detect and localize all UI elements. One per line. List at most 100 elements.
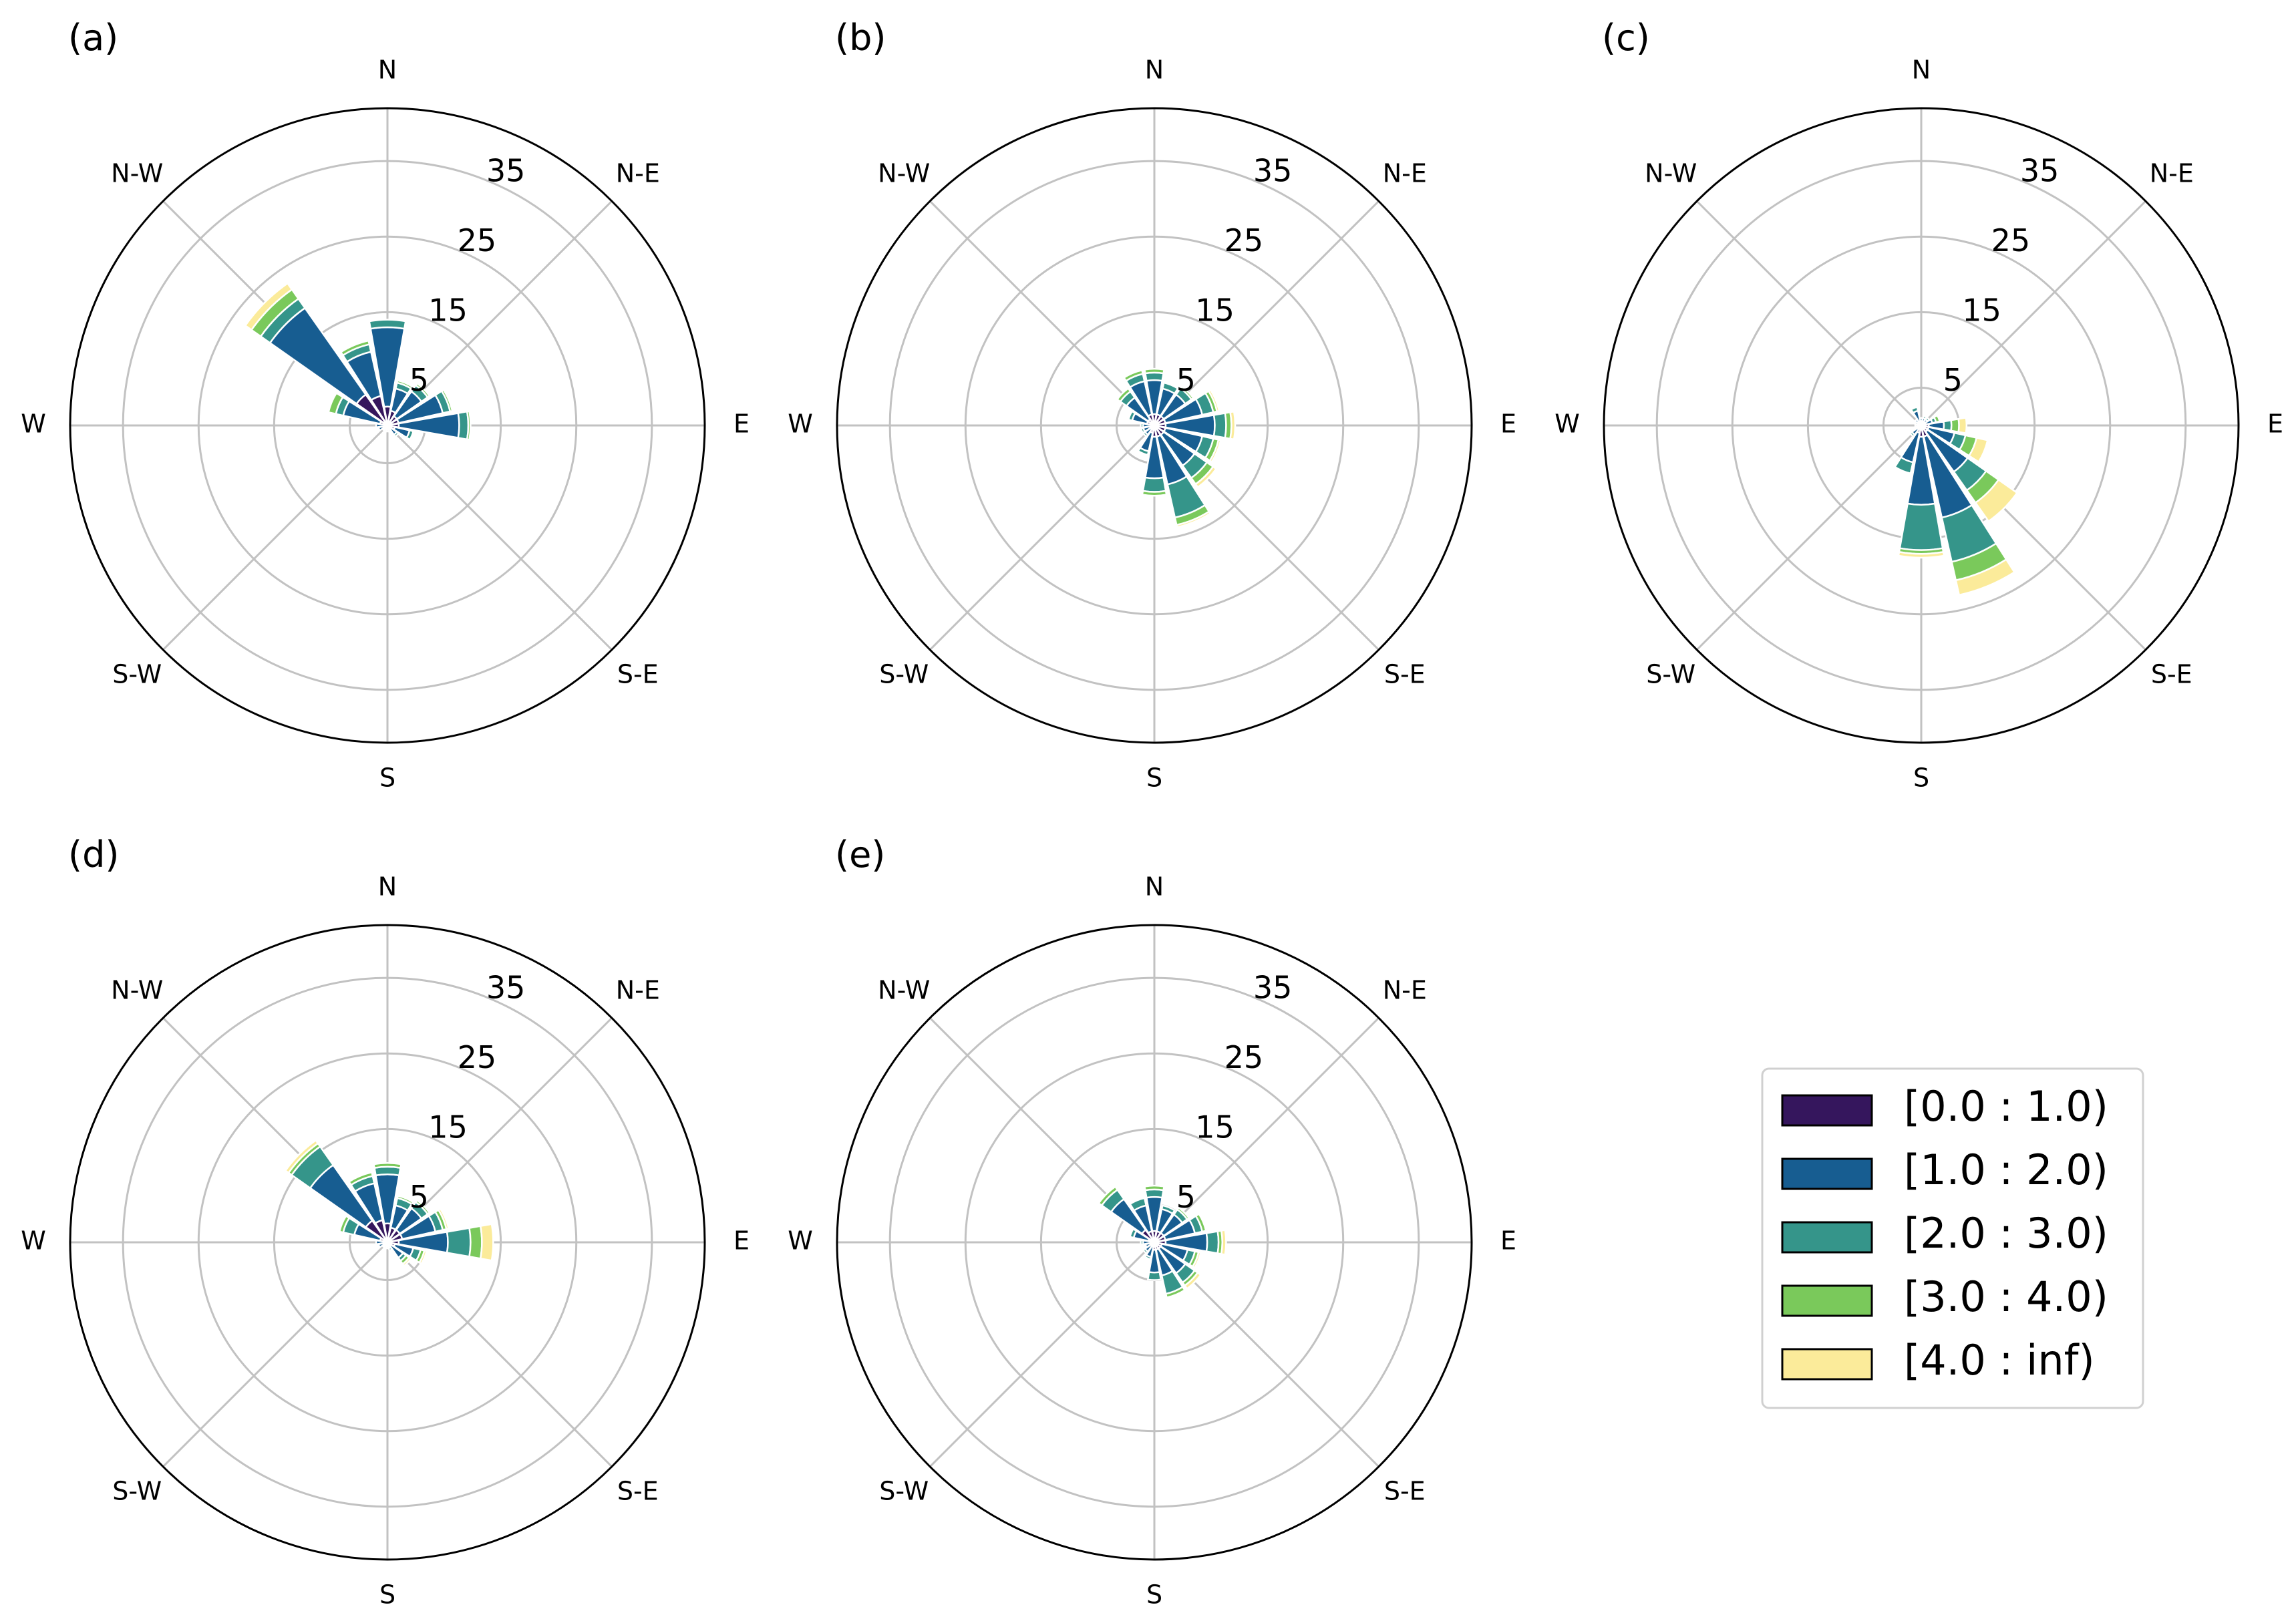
direction-label-e: E — [1500, 1226, 1516, 1256]
direction-label-w: W — [1554, 409, 1580, 439]
legend-frame — [1761, 1067, 2144, 1409]
radial-tick-label: 15 — [1962, 292, 2001, 328]
direction-label-n: N — [1145, 55, 1164, 85]
windrose-bar-segment — [1207, 388, 1220, 413]
legend-label: [1.0 : 2.0) — [1904, 1145, 2108, 1194]
grid-spoke — [386, 1241, 613, 1467]
grid-spoke — [162, 1241, 389, 1467]
windrose-bar-segment — [405, 429, 415, 441]
radial-tick-label: 25 — [458, 222, 497, 258]
outer-circle — [836, 924, 1473, 1561]
windrose-bar-segment — [1950, 417, 1960, 433]
windrose-bar-segment — [1175, 510, 1212, 528]
windrose-bar-segment — [1176, 1206, 1190, 1221]
windrose-panel: (a) 5 15 25 35 N N-E E S-E S S-W W N-W — [21, 17, 750, 793]
windrose-bar-segment — [1129, 1228, 1138, 1239]
grid-spoke — [386, 424, 613, 651]
grid-spoke — [386, 200, 613, 427]
windrose-bar-segment — [1161, 381, 1179, 395]
windrose-bar-segment — [347, 1171, 374, 1186]
radial-tick-label: 5 — [1176, 362, 1196, 398]
radial-tick-label: 5 — [1176, 1179, 1196, 1215]
radial-tick-label: 5 — [409, 362, 429, 398]
outer-circle — [69, 107, 706, 744]
grid-spoke — [1153, 1017, 1379, 1244]
radial-tick-label: 35 — [1253, 152, 1293, 188]
direction-label-n: N — [1145, 872, 1164, 902]
direction-label-w: W — [21, 1226, 46, 1256]
windrose-bar-segment — [1909, 431, 1916, 438]
windrose-bar-segment — [1955, 558, 2016, 596]
outer-circle — [1603, 107, 2240, 744]
direction-label-ne: N-E — [1383, 976, 1427, 1005]
direction-label-n: N — [1912, 55, 1931, 85]
grid-spoke — [929, 424, 1156, 651]
panel-label: (e) — [835, 834, 885, 876]
radial-tick-label: 25 — [1991, 222, 2031, 258]
direction-label-s: S — [379, 763, 395, 793]
legend: [0.0 : 1.0) [1.0 : 2.0) [2.0 : 3.0) [3.0 : … — [1761, 1067, 2144, 1409]
grid-spoke — [1920, 200, 2146, 427]
panel-label: (d) — [68, 834, 119, 876]
legend-label: [3.0 : 4.0) — [1904, 1272, 2108, 1321]
windrose-bar-segment — [466, 410, 472, 441]
direction-label-e: E — [733, 1226, 750, 1256]
windrose-bar-segment — [1146, 1271, 1162, 1281]
radial-tick-label: 35 — [486, 152, 526, 188]
windrose-bar-segment — [437, 1207, 450, 1230]
radial-tick-label: 5 — [409, 1179, 429, 1215]
direction-label-nw: N-W — [878, 159, 930, 188]
radial-tick-label: 25 — [458, 1039, 497, 1075]
direction-label-ne: N-E — [616, 159, 660, 188]
windrose-bar-segment — [393, 431, 400, 438]
legend-swatch — [1781, 1094, 1873, 1127]
windrose-bar-segment — [1143, 367, 1166, 375]
windrose-bar-segment — [1229, 410, 1237, 441]
direction-label-w: W — [788, 409, 813, 439]
legend-swatch — [1781, 1348, 1873, 1381]
panel-label: (b) — [835, 17, 886, 59]
windrose-bar-segment — [1116, 387, 1132, 403]
direction-label-w: W — [21, 409, 46, 439]
direction-label-sw: S-W — [879, 659, 929, 689]
windrose-bar-segment — [468, 1225, 483, 1260]
windrose-bar-segment — [395, 379, 414, 390]
direction-label-nw: N-W — [878, 976, 930, 1005]
windrose-bar-segment — [1160, 1204, 1176, 1215]
direction-label-ne: N-E — [616, 976, 660, 1005]
direction-label-e: E — [2267, 409, 2283, 439]
outer-circle — [836, 107, 1473, 744]
radial-tick-label: 35 — [2020, 152, 2060, 188]
windrose-bar-segment — [414, 1199, 431, 1216]
windrose-bar-segment — [440, 388, 454, 413]
windrose-bar-segment — [1137, 446, 1150, 456]
direction-label-sw: S-W — [112, 659, 162, 689]
direction-label-s: S — [1913, 763, 1929, 793]
radial-tick-label: 25 — [1224, 222, 1264, 258]
windrose-bar-segment — [401, 1256, 412, 1267]
windrose-bar-segment — [1141, 490, 1168, 497]
windrose-bar-segment — [1967, 437, 1989, 464]
grid-spoke — [1696, 200, 1923, 427]
grid-spoke — [1696, 424, 1923, 651]
direction-label-se: S-E — [617, 1476, 659, 1505]
windrose-bar-segment — [457, 410, 470, 441]
direction-label-e: E — [1500, 409, 1516, 439]
windrose-bar-segment — [1164, 1286, 1186, 1299]
windrose-bar-segment — [1974, 478, 2019, 523]
windrose-bar-segment — [327, 391, 344, 415]
direction-label-n: N — [378, 55, 397, 85]
radial-tick-label: 35 — [486, 969, 526, 1005]
panel-label: (a) — [68, 17, 118, 59]
direction-label-nw: N-W — [111, 976, 163, 1005]
windrose-bar-segment — [414, 382, 431, 399]
windrose-bar-segment — [1910, 405, 1919, 414]
windrose-bar-segment — [1127, 410, 1137, 422]
windrose-bar-segment — [1899, 502, 1944, 551]
windrose-bar-segment — [1942, 419, 1953, 432]
windrose-bar-segment — [1142, 1248, 1149, 1255]
windrose-bar-segment — [1142, 476, 1167, 493]
direction-label-nw: N-W — [1645, 159, 1697, 188]
windrose-bar-segment — [446, 1227, 472, 1258]
radial-tick-label: 5 — [1943, 362, 1963, 398]
